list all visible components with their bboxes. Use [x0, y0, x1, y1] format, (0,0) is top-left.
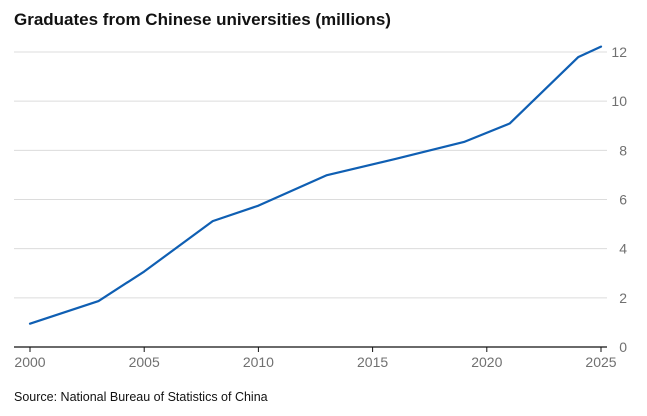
- y-tick-label-2: 2: [619, 290, 627, 306]
- chart-title: Graduates from Chinese universities (mil…: [14, 10, 391, 29]
- y-tick-label-6: 6: [619, 192, 627, 208]
- source-note: Source: National Bureau of Statistics of…: [14, 390, 268, 404]
- x-tick-label-2000: 2000: [14, 354, 45, 370]
- x-tick-label-2020: 2020: [471, 354, 502, 370]
- y-tick-label-12: 12: [611, 44, 627, 60]
- x-tick-label-2005: 2005: [129, 354, 160, 370]
- x-axis-ticks: 2000 2005 2010 2015 2020 2025: [14, 347, 617, 370]
- y-axis-ticks: 0 2 4 6 8 10 12: [611, 44, 627, 355]
- y-tick-label-4: 4: [619, 241, 627, 257]
- x-tick-label-2010: 2010: [243, 354, 274, 370]
- series-line-0: [28, 45, 603, 325]
- x-tick-label-2015: 2015: [357, 354, 388, 370]
- series-layer: [28, 45, 603, 325]
- y-tick-label-8: 8: [619, 142, 627, 158]
- gridlines: [14, 51, 607, 348]
- x-tick-label-2025: 2025: [585, 354, 616, 370]
- y-tick-label-10: 10: [611, 93, 627, 109]
- y-tick-label-0: 0: [619, 339, 627, 355]
